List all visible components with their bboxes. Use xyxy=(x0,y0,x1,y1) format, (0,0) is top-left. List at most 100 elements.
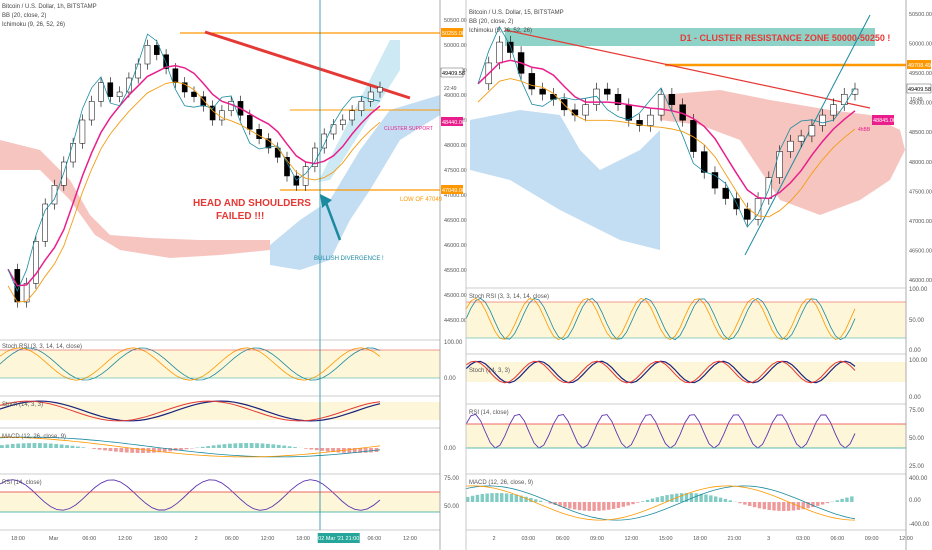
left-bullish-label: BULLISH DIVERGENCE ! xyxy=(314,256,384,262)
right-rsi-label: RSI (14, close) xyxy=(469,410,509,416)
left-time-tick: 18:00 xyxy=(296,536,310,542)
right-macd-bar xyxy=(509,493,514,502)
right-cloud-blue xyxy=(470,110,660,250)
left-candle xyxy=(70,143,76,163)
right-macd-bar xyxy=(616,502,621,508)
right-stoch-label: Stoch (14, 3, 3) xyxy=(469,368,510,374)
right-macd-bar xyxy=(806,502,810,509)
left-candle xyxy=(339,119,346,125)
right-macd-bar xyxy=(607,502,611,510)
left-macd-signal xyxy=(0,436,381,458)
left-macd-bar xyxy=(59,444,64,448)
left-price-tick: 49000.00 xyxy=(444,93,467,99)
left-candle xyxy=(163,54,169,69)
left-macd-bar xyxy=(363,448,368,453)
right-badge-2-bg xyxy=(906,83,932,94)
left-candle xyxy=(200,96,207,107)
left-macd-bar xyxy=(331,448,335,453)
left-macd-bar xyxy=(206,446,211,448)
right-macd-bar xyxy=(820,502,825,505)
right-srsi-axis-50: 50.00 xyxy=(909,318,925,324)
left-srsi-axis-0: 0.00 xyxy=(444,376,456,382)
left-macd-bar xyxy=(336,448,341,453)
right-candle xyxy=(744,208,751,220)
right-time-tick: 06:00 xyxy=(556,536,570,542)
left-bb-label: BB (20, close, 2) xyxy=(2,13,46,19)
left-stoch-k xyxy=(0,400,381,422)
right-macd-bar xyxy=(538,500,543,502)
left-time-tick: 12:00 xyxy=(118,536,132,542)
left-candle xyxy=(246,115,253,130)
right-macd-bar xyxy=(611,502,616,509)
left-candle xyxy=(172,68,179,83)
right-macd-bar xyxy=(577,502,582,511)
right-countdown: 10:49 xyxy=(910,97,923,103)
left-candle xyxy=(265,138,272,149)
right-time-tick: 12:00 xyxy=(899,536,913,542)
right-macd-bar xyxy=(786,502,791,511)
right-macd-bar xyxy=(791,502,796,511)
left-macd-axis-0: 0.00 xyxy=(444,446,456,452)
right-badge-2: 49409.58 xyxy=(908,87,931,93)
left-macd-bar xyxy=(200,446,205,448)
left-badge-1-bg xyxy=(441,28,463,37)
left-macd-bar xyxy=(152,448,156,453)
right-price-tick: 47000.00 xyxy=(909,219,932,225)
right-candle xyxy=(830,104,837,116)
left-macd-bar xyxy=(92,448,97,449)
right-ma-line xyxy=(477,59,856,200)
right-macd-bar xyxy=(582,502,587,511)
right-candle xyxy=(614,93,622,105)
left-candle xyxy=(191,91,197,97)
left-time-tick: 18:00 xyxy=(154,536,168,542)
left-countdown: 22:49 xyxy=(444,86,457,92)
right-macd-bar xyxy=(548,502,553,504)
left-time-tick: 18:00 xyxy=(11,536,25,542)
right-candle xyxy=(841,93,848,105)
left-price-tick: 47000.00 xyxy=(444,193,467,199)
left-price-tick: 48000.00 xyxy=(444,143,467,149)
left-candle xyxy=(377,87,383,93)
left-macd-bar xyxy=(48,443,53,448)
right-macd-bar xyxy=(466,496,470,502)
left-rsi-axis-75: 75.00 xyxy=(444,476,460,482)
right-time-tick: 03:00 xyxy=(796,536,810,542)
right-macd-bar xyxy=(738,502,742,504)
right-ichimoku-base xyxy=(477,78,856,218)
left-macd-bar xyxy=(184,448,189,450)
left-macd-bar xyxy=(179,448,183,450)
right-rsi-axis-50: 50.00 xyxy=(909,436,925,442)
left-time-tick: 12:00 xyxy=(261,536,275,542)
left-candle xyxy=(256,129,262,139)
left-channel xyxy=(318,40,400,182)
left-macd-bar xyxy=(260,443,265,448)
right-rsi-axis-75: 75.00 xyxy=(909,408,925,414)
right-macd-bar xyxy=(777,502,781,511)
right-candle xyxy=(776,151,783,178)
left-macd-bar xyxy=(43,443,48,448)
left-price-tick: 46500.00 xyxy=(444,218,467,224)
right-candle xyxy=(700,151,708,173)
left-macd-bar xyxy=(114,448,118,452)
right-macd-bar xyxy=(811,502,815,508)
left-macd-bar xyxy=(369,448,373,453)
left-macd-bar xyxy=(130,448,135,453)
left-stoch-d xyxy=(0,400,381,422)
left-macd-bar xyxy=(124,448,129,453)
left-macd-bar xyxy=(38,443,42,448)
right-ichimoku-label: Ichimoku (9, 26, 52, 26) xyxy=(469,28,532,34)
right-price-tick: 49500.00 xyxy=(909,71,932,77)
left-macd-bar xyxy=(304,448,308,449)
left-candle xyxy=(42,203,49,242)
right-macd-bar xyxy=(850,496,854,502)
left-low-label: LOW OF 47049 xyxy=(400,197,443,203)
right-macd-bar xyxy=(568,502,572,509)
right-macd-bar xyxy=(713,496,718,502)
left-macd-bar xyxy=(228,443,232,448)
left-arrow-head xyxy=(320,194,332,208)
left-time-tick: 12:00 xyxy=(403,536,417,542)
right-macd-bar xyxy=(748,502,752,506)
right-stochrsi-d xyxy=(465,297,856,341)
left-macd-bar xyxy=(244,443,249,448)
right-macd-bar xyxy=(480,494,484,502)
